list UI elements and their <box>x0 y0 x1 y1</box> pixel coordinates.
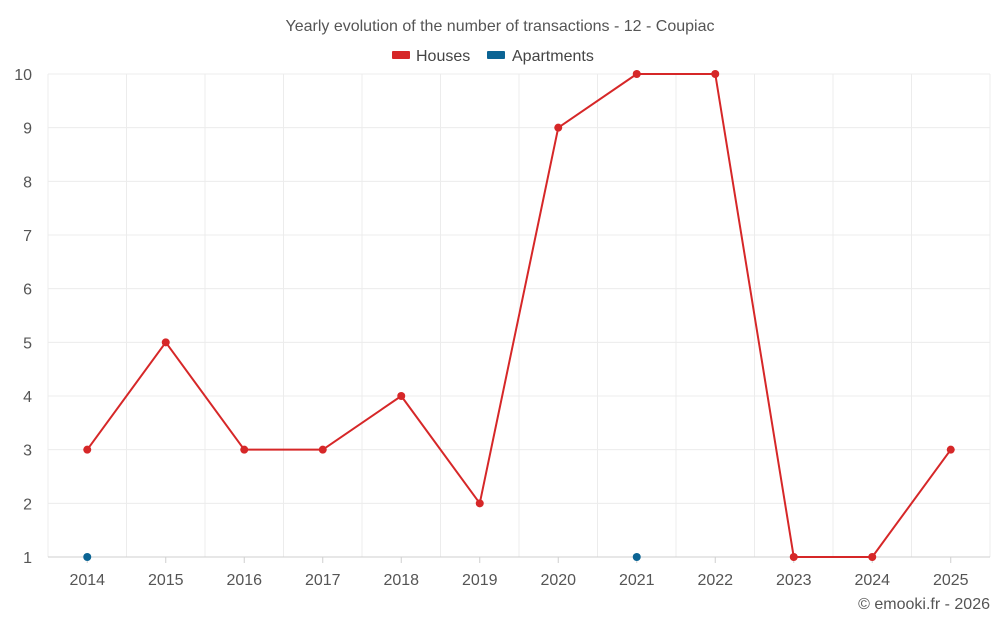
data-point-houses[interactable] <box>711 70 720 78</box>
x-tick-label: 2017 <box>305 572 341 589</box>
legend-swatch-apartments <box>487 51 505 59</box>
chart-title: Yearly evolution of the number of transa… <box>286 18 715 35</box>
y-tick-label: 2 <box>23 496 32 513</box>
y-tick-label: 10 <box>14 67 32 84</box>
x-tick-label: 2020 <box>540 572 576 589</box>
series <box>83 70 955 561</box>
legend: Houses Apartments <box>392 48 594 65</box>
series-line-houses <box>86 73 952 558</box>
legend-item-apartments[interactable]: Apartments <box>487 48 594 65</box>
x-tick-label: 2014 <box>69 572 105 589</box>
x-tick-label: 2025 <box>933 572 969 589</box>
data-point-apartments[interactable] <box>632 553 641 561</box>
credit-text: © emooki.fr - 2026 <box>858 596 990 613</box>
data-point-houses[interactable] <box>397 392 406 400</box>
data-point-houses[interactable] <box>83 445 92 454</box>
y-tick-label: 6 <box>23 282 32 299</box>
x-tick-label: 2015 <box>148 572 184 589</box>
data-point-houses[interactable] <box>475 499 484 508</box>
x-tick-label: 2021 <box>619 572 655 589</box>
x-tick-label: 2024 <box>854 572 890 589</box>
x-tick-label: 2022 <box>697 572 733 589</box>
data-point-houses[interactable] <box>946 445 955 454</box>
data-point-houses[interactable] <box>554 123 563 132</box>
legend-label-apartments: Apartments <box>512 48 594 65</box>
gridlines <box>47 73 991 557</box>
y-tick-label: 1 <box>23 550 32 567</box>
y-tick-label: 4 <box>23 389 32 406</box>
data-point-houses[interactable] <box>318 445 327 454</box>
axes: 1 2 3 4 5 6 7 8 9 10 2014 2015 2016 2017 2018 2019 2020 2… <box>14 67 990 589</box>
y-tick-label: 9 <box>23 121 32 138</box>
y-tick-label: 5 <box>23 335 32 352</box>
data-point-houses[interactable] <box>632 70 641 78</box>
legend-item-houses[interactable]: Houses <box>392 48 470 65</box>
x-tick-label: 2018 <box>383 572 419 589</box>
y-tick-label: 7 <box>23 228 32 245</box>
x-tick-label: 2023 <box>776 572 812 589</box>
data-point-houses[interactable] <box>789 553 798 561</box>
x-tick-label: 2019 <box>462 572 498 589</box>
data-point-houses[interactable] <box>868 553 877 561</box>
x-tick-label: 2016 <box>226 572 262 589</box>
data-point-houses[interactable] <box>161 338 170 347</box>
y-tick-label: 8 <box>23 174 32 191</box>
y-tick-label: 3 <box>23 443 32 460</box>
data-point-houses[interactable] <box>240 445 249 454</box>
data-point-apartments[interactable] <box>83 553 92 561</box>
legend-swatch-houses <box>392 51 410 59</box>
legend-label-houses: Houses <box>416 48 470 65</box>
